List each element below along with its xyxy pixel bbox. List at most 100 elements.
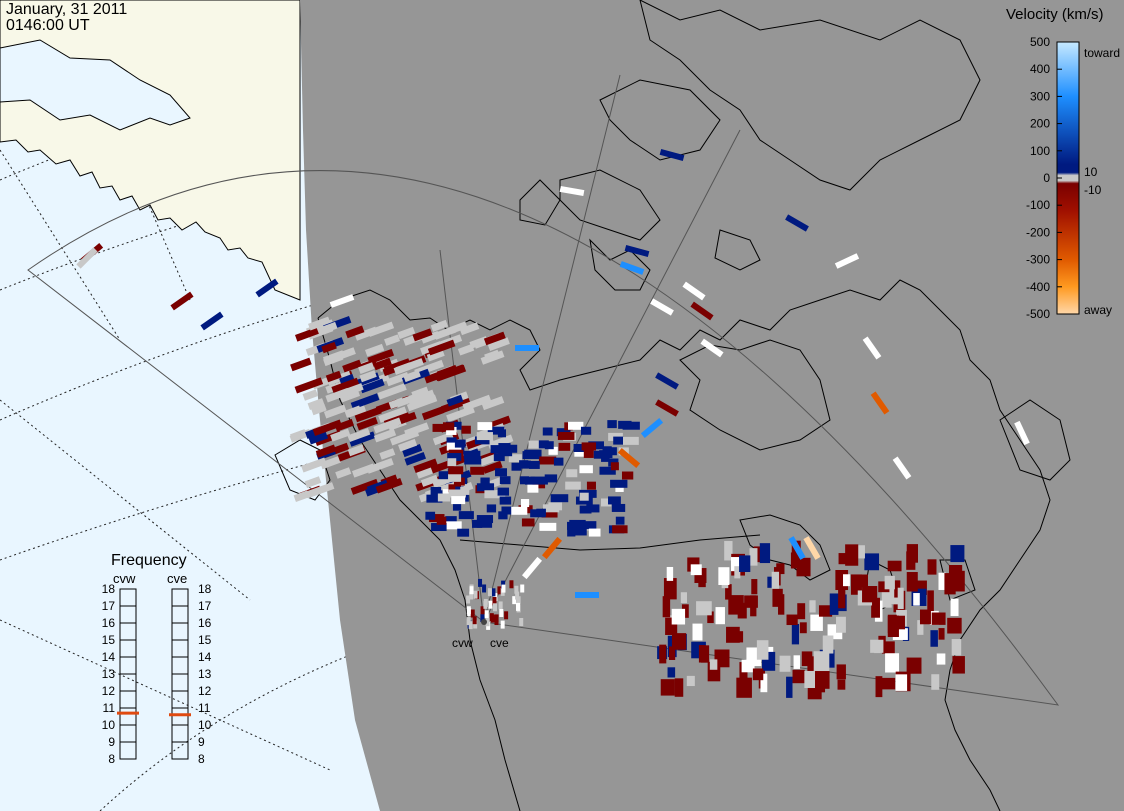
velocity-cell (752, 668, 764, 681)
velocity-cell (325, 370, 342, 383)
velocity-cell (440, 396, 471, 413)
velocity-cell (573, 443, 588, 452)
velocity-cell (680, 592, 687, 604)
frequency-tick-label: 16 (198, 616, 212, 630)
velocity-cell (451, 496, 466, 505)
velocity-cell (739, 662, 748, 684)
velocity-cell (487, 337, 510, 352)
velocity-tick-label: 400 (1030, 62, 1050, 76)
velocity-away-label: away (1084, 303, 1112, 317)
velocity-cell (662, 596, 671, 618)
velocity-cell (887, 615, 899, 638)
velocity-cell (892, 628, 908, 640)
velocity-cell (871, 597, 880, 618)
us-canada-border (459, 534, 761, 551)
velocity-tick-label: -400 (1026, 280, 1050, 294)
velocity-cell (751, 579, 758, 595)
velocity-cell (541, 509, 558, 518)
velocity-tick-label: 500 (1030, 35, 1050, 49)
day-terminator-region (300, 0, 1124, 811)
velocity-cell (457, 528, 470, 537)
velocity-cell (491, 588, 496, 597)
velocity-cell (927, 559, 937, 575)
velocity-cell (462, 394, 492, 412)
velocity-cell (335, 467, 352, 479)
velocity-cell (469, 586, 474, 595)
velocity-cell (446, 442, 462, 451)
velocity-cell (895, 674, 908, 691)
velocity-cell (430, 319, 449, 332)
frequency-tick-label: 16 (102, 616, 116, 630)
velocity-cell (804, 670, 816, 689)
velocity-cell (493, 453, 505, 462)
velocity-cell (588, 528, 601, 537)
velocity-tick-label: 0 (1043, 171, 1050, 185)
velocity-cell (622, 421, 640, 430)
velocity-cell (504, 611, 509, 620)
frequency-tick-label: 15 (198, 633, 212, 647)
velocity-cell (421, 406, 445, 421)
velocity-cell (304, 476, 322, 488)
velocity-cell (499, 496, 512, 505)
velocity-cell (315, 444, 337, 458)
radar-fov-outlines (27, 74, 1060, 706)
velocity-cell (619, 261, 645, 275)
velocity-cell (411, 386, 430, 399)
velocity-cell (718, 567, 730, 585)
velocity-cell (428, 514, 445, 523)
velocity-cell (431, 523, 447, 532)
velocity-cell (674, 678, 684, 697)
velocity-cell (308, 431, 329, 445)
velocity-cell (426, 349, 445, 362)
velocity-cell (579, 505, 592, 514)
velocity-cell (801, 651, 813, 667)
velocity-cell (480, 614, 485, 623)
velocity-cell (574, 448, 590, 457)
velocity-cell (541, 536, 563, 560)
velocity-cell (818, 605, 833, 617)
velocity-cell (402, 444, 423, 458)
velocity-cell (930, 630, 938, 647)
velocity-cell (458, 511, 474, 520)
velocity-cell (347, 427, 371, 443)
velocity-tick-label: -200 (1026, 225, 1050, 239)
velocity-cell (509, 580, 514, 589)
velocity-cell (548, 502, 563, 511)
frequency-panel: Frequency cvw cve 18 18 17 17 16 16 15 15 14 14 13… (102, 552, 212, 766)
frequency-tick-label: 10 (198, 718, 212, 732)
velocity-cell (786, 676, 793, 698)
velocity-cell (484, 490, 500, 499)
velocity-cell (779, 655, 791, 672)
velocity-cell (572, 527, 587, 536)
velocity-cell (892, 456, 912, 480)
velocity-cell (378, 406, 408, 423)
velocity-cell (425, 511, 436, 520)
velocity-cell (375, 477, 403, 494)
velocity-plus10-label: 10 (1084, 165, 1098, 179)
frequency-tick-label: 17 (102, 599, 116, 613)
velocity-cell (446, 426, 457, 435)
radar-site-marker (481, 619, 487, 625)
frequency-tick-label: 11 (198, 701, 211, 715)
velocity-cell (613, 436, 624, 445)
velocity-cell (301, 457, 327, 473)
velocity-cell (484, 610, 489, 619)
velocity-cell (524, 476, 535, 485)
velocity-cell (894, 580, 901, 598)
velocity-cell (548, 446, 558, 455)
velocity-cell (530, 509, 546, 518)
velocity-cell (944, 573, 956, 595)
velocity-cell (557, 431, 575, 440)
velocity-cell (671, 633, 687, 650)
velocity-cell (511, 506, 528, 515)
frequency-tick-label: 14 (102, 650, 116, 664)
velocity-cell (294, 377, 324, 394)
velocity-cell (515, 602, 520, 611)
velocity-cell (438, 471, 453, 480)
velocity-cell (815, 676, 826, 693)
radar-label-cvw: cvw (452, 636, 473, 650)
velocity-cell (836, 616, 846, 633)
velocity-cell (359, 370, 377, 383)
velocity-cell (76, 247, 98, 269)
velocity-cell (350, 478, 379, 495)
